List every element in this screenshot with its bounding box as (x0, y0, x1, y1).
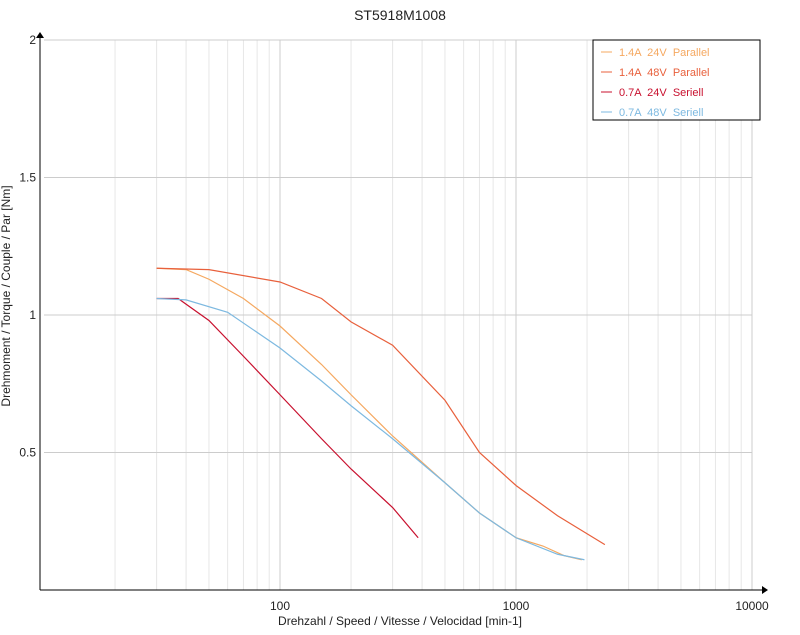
series-line (156, 297, 419, 539)
x-tick-label: 1000 (503, 599, 530, 613)
y-axis-label: Drehmoment / Torque / Couple / Par [Nm] (0, 185, 13, 406)
legend-label: 0.7A 24V Seriell (619, 87, 703, 99)
y-tick-label: 1.5 (19, 171, 36, 185)
axis-arrow (762, 586, 768, 594)
series-line (156, 267, 606, 546)
legend: 1.4A 24V Parallel 1.4A 48V Parallel 0.7A 2… (592, 39, 761, 121)
y-tick-label: 2 (29, 33, 36, 47)
y-tick-label: 0.5 (19, 446, 36, 460)
legend-box (592, 39, 761, 121)
legend-label: 1.4A 24V Parallel (619, 47, 710, 59)
axis-arrow (36, 32, 44, 38)
x-tick-label: 100 (270, 599, 290, 613)
chart-title: ST5918M1008 (354, 7, 446, 23)
legend-label: 0.7A 48V Seriell (619, 107, 703, 119)
y-tick-label: 1 (29, 308, 36, 322)
x-tick-label: 10000 (735, 599, 769, 613)
legend-label: 1.4A 48V Parallel (619, 67, 710, 79)
series-line (156, 267, 582, 561)
x-axis-label: Drehzahl / Speed / Vitesse / Velocidad [… (278, 614, 522, 628)
series-line (156, 297, 585, 561)
